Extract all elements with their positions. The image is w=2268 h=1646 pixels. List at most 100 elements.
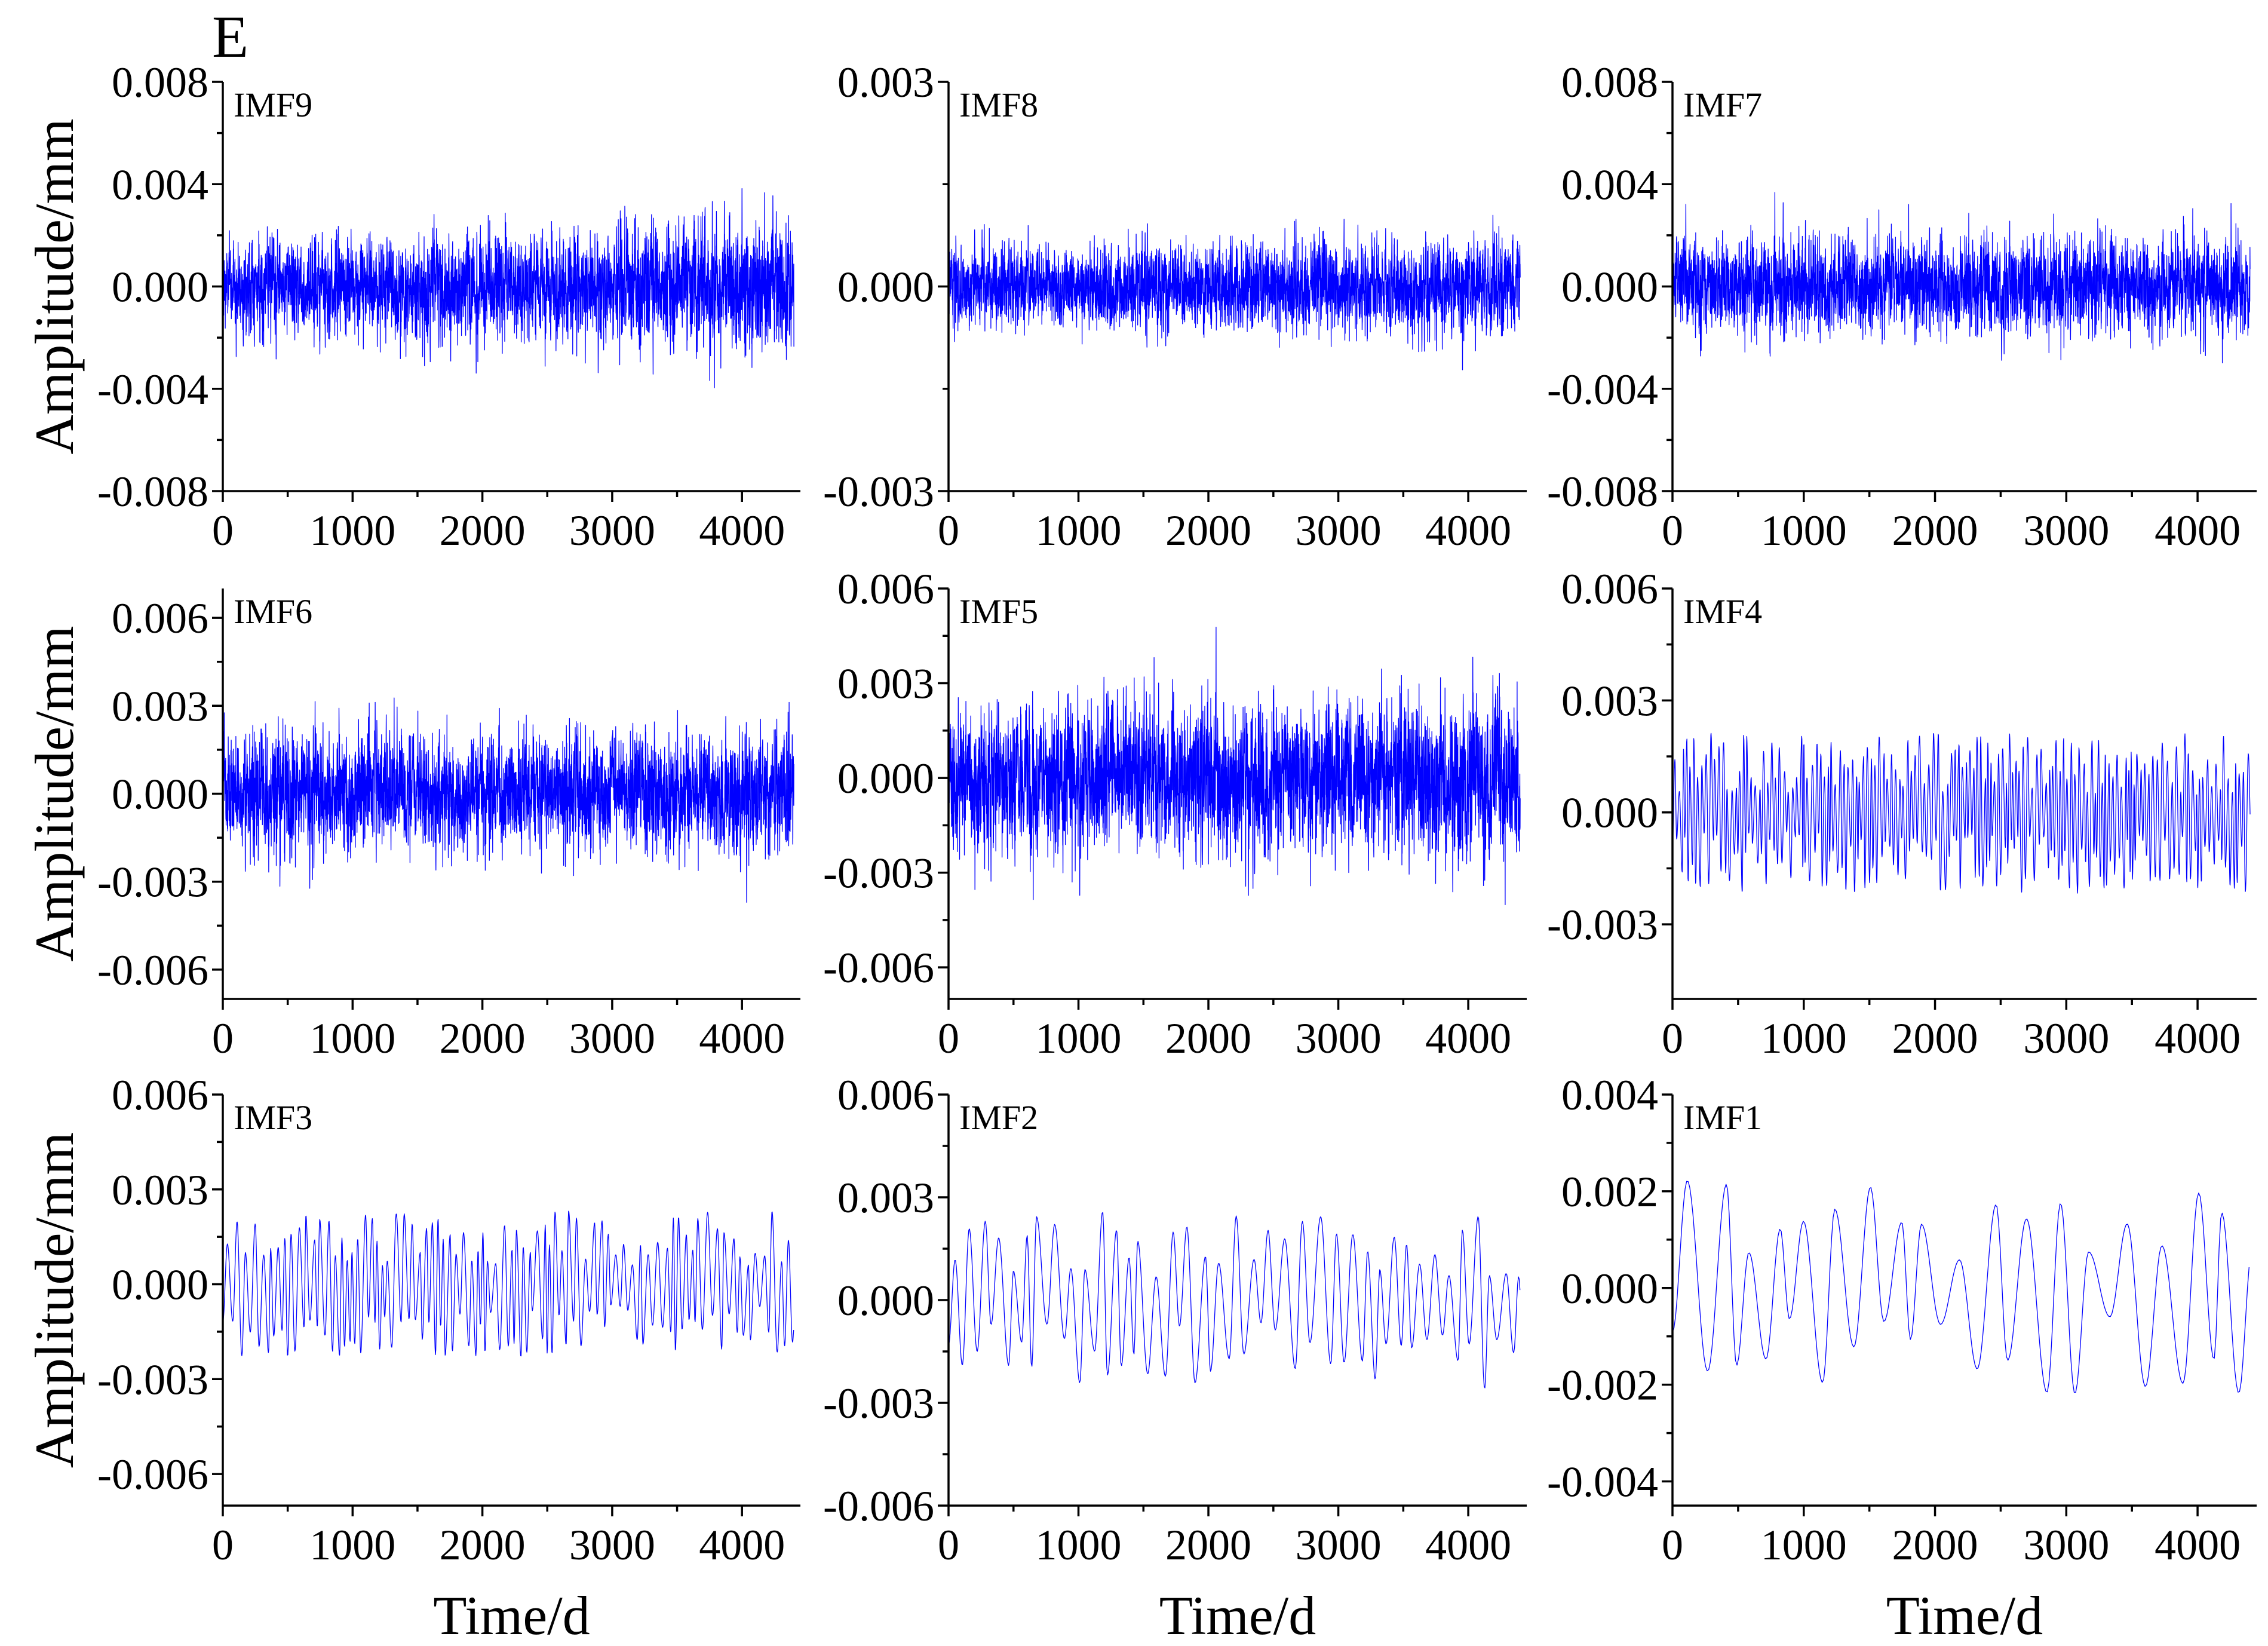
- x-tick-label: 0: [1662, 507, 1683, 554]
- x-tick-label: 2000: [1892, 507, 1978, 554]
- x-tick-label: 1000: [309, 1014, 395, 1062]
- x-tick-label: 4000: [1425, 507, 1511, 554]
- x-tick-label: 4000: [699, 507, 785, 554]
- signal-line-imf4: [1672, 732, 2251, 894]
- y-tick-label: -0.003: [823, 468, 934, 516]
- y-tick-label: 0.006: [837, 1071, 934, 1119]
- panel-imf1: 0 1000 2000 3000 4000 -0.004 -0.002 0.000 0.002 0…: [1547, 1071, 2257, 1646]
- panel-imf6: 0 1000 2000 3000 4000 -0.006 -0.003 0.000 0.003 0…: [24, 588, 800, 1062]
- x-tick-label: 0: [938, 1014, 959, 1062]
- x-tick-label: 4000: [2155, 507, 2241, 554]
- y-tick-label: 0.003: [837, 1174, 934, 1222]
- y-tick-label: -0.004: [97, 366, 208, 413]
- y-tick-label: 0.000: [837, 755, 934, 802]
- panel-label: IMF3: [234, 1098, 312, 1137]
- x-tick-label: 1000: [1036, 507, 1122, 554]
- x-tick-label: 1000: [309, 507, 395, 554]
- y-tick-label: 0.002: [1561, 1168, 1658, 1216]
- signal-line-imf9: [223, 188, 794, 388]
- x-tick-label: 3000: [1296, 1521, 1382, 1569]
- y-tick-label: -0.006: [823, 1482, 934, 1530]
- y-tick-label: 0.000: [837, 263, 934, 311]
- signal-line-imf1: [1672, 1181, 2249, 1393]
- y-tick-label: -0.003: [97, 1356, 208, 1403]
- y-tick-label: 0.000: [1561, 1265, 1658, 1313]
- x-tick-label: 3000: [1296, 507, 1382, 554]
- y-tick-label: -0.004: [1547, 366, 1658, 413]
- signal-line-imf7: [1672, 192, 2251, 364]
- x-tick-label: 2000: [1892, 1014, 1978, 1062]
- y-tick-label: 0.006: [112, 594, 208, 642]
- y-tick-label: 0.006: [837, 565, 934, 613]
- y-tick-label: 0.006: [112, 1071, 208, 1119]
- panel-label: IMF2: [959, 1098, 1038, 1137]
- x-tick-label: 4000: [2155, 1014, 2241, 1062]
- x-tick-label: 1000: [1761, 507, 1847, 554]
- y-tick-label: 0.003: [837, 59, 934, 106]
- y-tick-label: 0.003: [112, 1166, 208, 1214]
- y-tick-label: -0.003: [823, 850, 934, 897]
- x-tick-label: 2000: [1165, 1014, 1251, 1062]
- signal-line-imf3: [223, 1210, 794, 1357]
- y-tick-label: -0.003: [823, 1380, 934, 1427]
- x-tick-label: 3000: [2023, 507, 2109, 554]
- panel-label: IMF5: [959, 592, 1038, 631]
- y-tick-label: -0.002: [1547, 1362, 1658, 1409]
- y-tick-label: -0.006: [823, 944, 934, 992]
- x-tick-label: 2000: [440, 507, 526, 554]
- x-tick-label: 1000: [1036, 1014, 1122, 1062]
- y-tick-label: 0.000: [837, 1277, 934, 1325]
- figure-letter: E: [212, 4, 248, 70]
- x-tick-label: 2000: [440, 1521, 526, 1569]
- panel-imf5: 0 1000 2000 3000 4000 -0.006 -0.003 0.000 0.003 0…: [823, 565, 1527, 1062]
- x-tick-label: 3000: [569, 1521, 655, 1569]
- x-tick-label: 3000: [569, 1014, 655, 1062]
- panel-imf8: 0 1000 2000 3000 4000 -0.003 0.000 0.003 IMF8: [823, 59, 1527, 554]
- panel-imf7: 0 1000 2000 3000 4000 -0.008 -0.004 0.000 0.004 0…: [1547, 59, 2257, 554]
- y-axis-title: Amplitude/mm: [24, 626, 85, 961]
- y-tick-label: 0.008: [112, 59, 208, 106]
- x-tick-label: 0: [212, 507, 234, 554]
- y-tick-label: 0.003: [1561, 677, 1658, 725]
- y-axis-title: Amplitude/mm: [24, 1132, 85, 1468]
- x-tick-label: 2000: [1165, 1521, 1251, 1569]
- y-tick-label: -0.004: [1547, 1458, 1658, 1506]
- y-axis-title: Amplitude/mm: [24, 118, 85, 454]
- x-tick-label: 3000: [1296, 1014, 1382, 1062]
- x-axis-title: Time/d: [1886, 1585, 2043, 1646]
- panel-grid: 0 1000 2000 3000 4000-0.008-0.0040.0000.0040…: [24, 59, 2257, 1646]
- y-tick-label: -0.006: [97, 1451, 208, 1498]
- y-tick-label: 0.000: [1561, 263, 1658, 311]
- y-tick-label: 0.006: [1561, 565, 1658, 613]
- panel-label: IMF9: [234, 85, 312, 124]
- x-tick-label: 4000: [1425, 1521, 1511, 1569]
- x-tick-label: 0: [1662, 1014, 1683, 1062]
- x-tick-label: 3000: [2023, 1521, 2109, 1569]
- panel-label: IMF7: [1683, 85, 1762, 124]
- y-tick-label: -0.003: [1547, 901, 1658, 949]
- panel-label: IMF1: [1683, 1098, 1762, 1137]
- signal-line-imf2: [949, 1212, 1521, 1388]
- x-tick-label: 0: [938, 507, 959, 554]
- x-tick-label: 1000: [1036, 1521, 1122, 1569]
- x-tick-label: 4000: [699, 1521, 785, 1569]
- panel-imf3: 0 1000 2000 3000 4000 -0.006 -0.003 0.000 0.003 0…: [24, 1071, 800, 1646]
- y-tick-label: 0.008: [1561, 59, 1658, 106]
- panel-label: IMF6: [234, 592, 312, 631]
- signal-line-imf8: [949, 214, 1521, 370]
- y-tick-label: 0.004: [1561, 161, 1658, 209]
- y-tick-label: 0.003: [837, 660, 934, 708]
- x-tick-label: 2000: [440, 1014, 526, 1062]
- panel-imf2: 0 1000 2000 3000 4000 -0.006 -0.003 0.000 0.003 0…: [823, 1071, 1527, 1646]
- y-tick-label: -0.006: [97, 946, 208, 994]
- y-tick-label: 0.003: [112, 682, 208, 730]
- x-axis-title: Time/d: [433, 1585, 590, 1646]
- signal-line-imf6: [223, 697, 794, 903]
- panel-label: IMF8: [959, 85, 1038, 124]
- x-tick-label: 0: [212, 1521, 234, 1569]
- y-tick-label: 0.000: [1561, 789, 1658, 837]
- y-tick-label: 0.000: [112, 771, 208, 819]
- x-tick-label: 3000: [569, 507, 655, 554]
- x-tick-label: 4000: [2155, 1521, 2241, 1569]
